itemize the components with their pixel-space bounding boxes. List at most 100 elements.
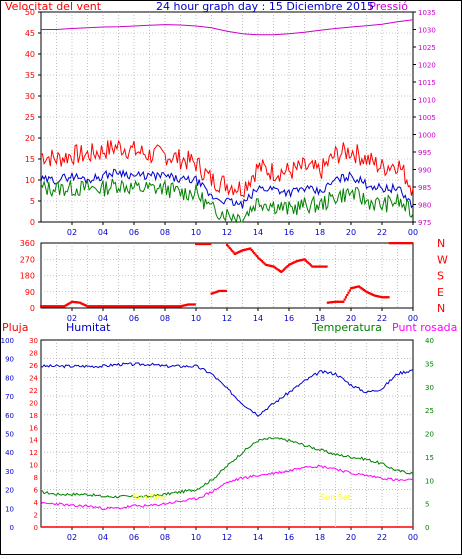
wind-dir-point [321, 265, 324, 268]
wind-dir-point [280, 270, 283, 274]
wind-dir-point [215, 290, 218, 293]
wind-dir-point [92, 305, 96, 308]
x-tick-label: 16 [284, 314, 294, 323]
rain-tick-label: 10 [29, 462, 38, 470]
wind-dir-point [361, 288, 364, 291]
wind-speed-tick-label: 20 [25, 134, 35, 143]
wind-dir-point [228, 246, 231, 250]
wind-dir-point [322, 265, 326, 268]
wind-dir-point [226, 243, 229, 247]
wind-dir-point [170, 305, 173, 308]
wind-dir-point [306, 260, 309, 263]
wind-dir-point [183, 304, 186, 307]
rain-tick-label: 30 [29, 337, 38, 345]
x-tick-label: 04 [98, 314, 108, 323]
wind-dir-point [282, 268, 286, 271]
humidity-tick-label: 70 [5, 393, 14, 401]
wind-dir-point [189, 303, 193, 306]
wind-dir-point [204, 242, 207, 246]
temperature-tick-label: 40 [425, 337, 434, 345]
temperature-tick-label: 20 [425, 431, 434, 439]
wind-dir-point [246, 248, 249, 251]
wind-dir-point [123, 305, 127, 308]
wind-dir-point [405, 242, 408, 245]
wind-dir-point [326, 301, 329, 304]
wind-dir-point [118, 305, 121, 308]
pressure-tick-label: 1005 [418, 114, 436, 122]
wind-dir-point [131, 305, 134, 308]
wind-dir-point [176, 305, 180, 308]
wind-dir-point [250, 248, 253, 252]
wind-dir-point [311, 265, 314, 268]
wind-dir-point [175, 305, 178, 308]
wind-dir-point [154, 305, 158, 308]
wind-dir-point [59, 305, 62, 308]
wind-dir-point [96, 305, 100, 308]
wind-dir-point [216, 290, 220, 293]
wind-dir-point [129, 305, 132, 308]
temperature-tick-label: 25 [425, 407, 434, 415]
wind-dir-point [340, 300, 344, 303]
wind-dir-point [255, 254, 258, 258]
wind-dir-point [61, 305, 65, 308]
pressure-tick-label: 975 [418, 219, 431, 227]
compass-label: W [437, 253, 448, 266]
wind-dir-point [202, 242, 205, 246]
wind-dir-point [121, 305, 124, 308]
wind-dir-point [102, 305, 105, 308]
wind-dir-point [331, 300, 335, 304]
wind-dir-point [315, 265, 318, 268]
wind-dir-point [152, 305, 155, 308]
wind-dir-point [188, 303, 191, 306]
wind-dir-point [344, 296, 348, 299]
wind-dir-point [353, 286, 357, 289]
wind-dir-point [241, 249, 244, 252]
wind-dir-point [325, 265, 328, 268]
wind-dir-point [184, 303, 187, 307]
wind-dir-point [116, 305, 119, 308]
wind-dir-point [72, 300, 75, 304]
wind-dir-point [220, 289, 224, 293]
wind-dir-point [264, 263, 267, 266]
wind-dir-point [195, 242, 198, 246]
wind-dir-point [219, 289, 222, 293]
wind-dir-point [80, 302, 83, 305]
temperature-tick-label: 10 [425, 477, 434, 485]
x-tick-label: 04 [98, 533, 108, 542]
wind-dir-point [262, 261, 265, 264]
wind-dir-point [397, 242, 400, 245]
wind-dir-point [104, 305, 107, 308]
wind-dir-point [371, 293, 375, 296]
wind-dir-point [356, 285, 359, 288]
wind-dir-point [378, 295, 381, 298]
wind-dir-point [245, 248, 248, 251]
temperature-tick-label: 0 [425, 524, 429, 532]
wind-dir-point [60, 305, 63, 308]
wind-dir-point [381, 296, 384, 299]
rain-tick-label: 4 [34, 499, 39, 507]
x-tick-label: 06 [129, 314, 139, 323]
wind-dir-point [89, 305, 92, 308]
pressure-tick-label: 1000 [418, 132, 436, 140]
x-tick-label: 14 [253, 228, 263, 237]
wind-dir-point [117, 305, 120, 308]
rain-tick-label: 6 [34, 487, 39, 495]
wind-dir-point [387, 296, 390, 299]
wind-dir-point [166, 305, 169, 308]
wind-dir-point [213, 291, 216, 294]
wind-dir-point [374, 294, 377, 297]
wind-speed-tick-label: 40 [25, 50, 35, 59]
wind-dir-point [91, 305, 94, 308]
wind-dir-point [281, 269, 284, 272]
wind-dir-point [78, 301, 81, 304]
rain-tick-label: 22 [29, 387, 38, 395]
dewpoint-label: Punt rosada [392, 321, 457, 334]
wind-speed-label: Velocitat del vent [5, 0, 102, 13]
rain-tick-label: 20 [29, 399, 38, 407]
x-tick-label: 20 [346, 533, 356, 542]
wind-dir-point [193, 303, 196, 306]
x-tick-label: 22 [377, 228, 387, 237]
pressure-tick-label: 995 [418, 149, 431, 157]
wind-dir-point [68, 302, 71, 305]
